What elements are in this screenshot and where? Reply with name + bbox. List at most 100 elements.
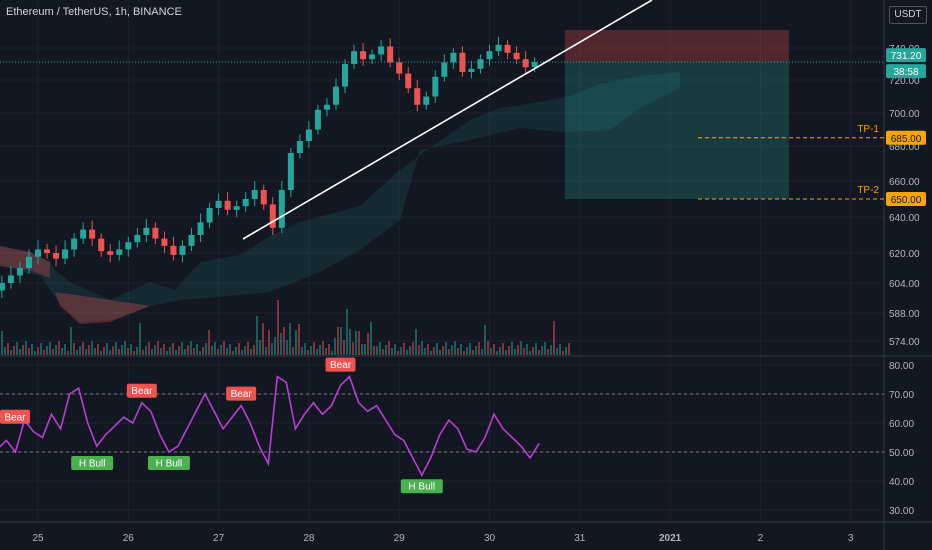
volume-bar [367,333,369,355]
volume-bar [292,347,294,355]
volume-bar [19,349,21,355]
volume-bar [178,346,180,355]
volume-bar [1,331,3,355]
volume-bar [562,351,564,355]
candle-body [143,227,150,235]
volume-bar [91,341,93,355]
volume-bar [7,343,9,355]
candle-body [98,238,105,252]
volume-bar [70,327,72,355]
volume-bar [259,340,261,355]
volume-bar [460,344,462,355]
volume-bar [220,345,222,355]
price-tick-label: 720.00 [889,76,920,87]
candle-body [233,206,240,210]
target-lines[interactable]: TP-1 TP-2 [698,124,884,200]
volume-bar [445,342,447,355]
volume-bar [205,343,207,355]
time-tick-label: 28 [303,533,315,544]
volume-bar [202,347,204,355]
target-price-badge-box [886,130,926,145]
short-position-tool[interactable] [565,30,789,199]
volume-bar [136,347,138,355]
currency-button[interactable]: USDT [889,6,927,24]
volume-bar [343,340,345,355]
candle-body [414,88,421,105]
price-tick-label: 640.00 [889,213,920,224]
volume-bar [184,349,186,355]
volume-bar [253,345,255,355]
volume-bar [94,348,96,355]
volume-bar [25,341,27,355]
candle-body [35,249,41,257]
price-tick-label: 700.00 [889,109,920,120]
time-axis[interactable]: 25 26 27 28 29 30 31 2021 2 3 [32,533,853,544]
volume-bar [4,347,6,355]
candle-body [495,44,502,52]
volume-bar [187,345,189,355]
stop-loss-zone[interactable] [565,30,789,63]
volume-bar [487,341,489,355]
volume-bar [193,348,195,355]
volume-bar [97,344,99,355]
candle-body [287,153,294,190]
candle-body [314,109,321,130]
last-price-badge: 731.20 [891,51,922,62]
candle-body [468,68,475,72]
bear-label: Bear [231,389,253,400]
volume-bar [346,309,348,355]
volume-bar [226,348,228,355]
volume-bar [301,347,303,355]
volume-bar [439,350,441,355]
target-price-badge-box [886,192,926,206]
volume-bar [394,344,396,355]
time-tick-label: 30 [484,533,496,544]
candle-body [134,235,141,243]
candle-body [197,222,204,235]
volume-bar [370,322,372,355]
volume-bar [106,343,108,355]
last-price-badge-box [886,48,926,63]
volume-bar [295,330,297,355]
volume-bar [319,345,321,355]
price-tick-label: 660.00 [889,177,920,188]
trendline[interactable] [242,0,653,240]
volume-bar [514,349,516,355]
price-tick-label: 620.00 [889,249,920,260]
volume-bar [532,347,534,355]
volume-bar [340,327,342,355]
volume-bar [298,324,300,355]
volume-bar [82,342,84,355]
volume-bar [130,344,132,355]
rsi-axis[interactable]: 30.00 40.00 50.00 60.00 70.00 80.00 [889,361,914,517]
candle-body [0,283,5,291]
volume-bar [277,300,279,355]
trendline-segment[interactable] [242,0,653,240]
volume-bar [133,351,135,355]
volume-bar [142,350,144,355]
volume-bar [535,343,537,355]
volume-bar [361,344,363,355]
volume-bar [517,345,519,355]
volume-bar [46,346,48,355]
candle-body [269,204,276,228]
volume-bar [472,350,474,355]
volume-bar [268,330,270,355]
volume-bar [499,347,501,355]
volume-bar [556,348,558,355]
candle-body [16,268,23,276]
candle-body [242,199,249,207]
volume-bar [355,331,357,355]
volume-bar [376,346,378,355]
bear-label: Bear [131,386,153,397]
candle-body [71,238,78,250]
volume-bar [244,346,246,355]
volume-bar [196,344,198,355]
volume-bar [262,323,264,355]
volume-bar [328,344,330,355]
take-profit-zone[interactable] [565,62,789,199]
candle-body [125,242,132,250]
volume-bar [358,331,360,355]
candle-body [188,235,195,246]
